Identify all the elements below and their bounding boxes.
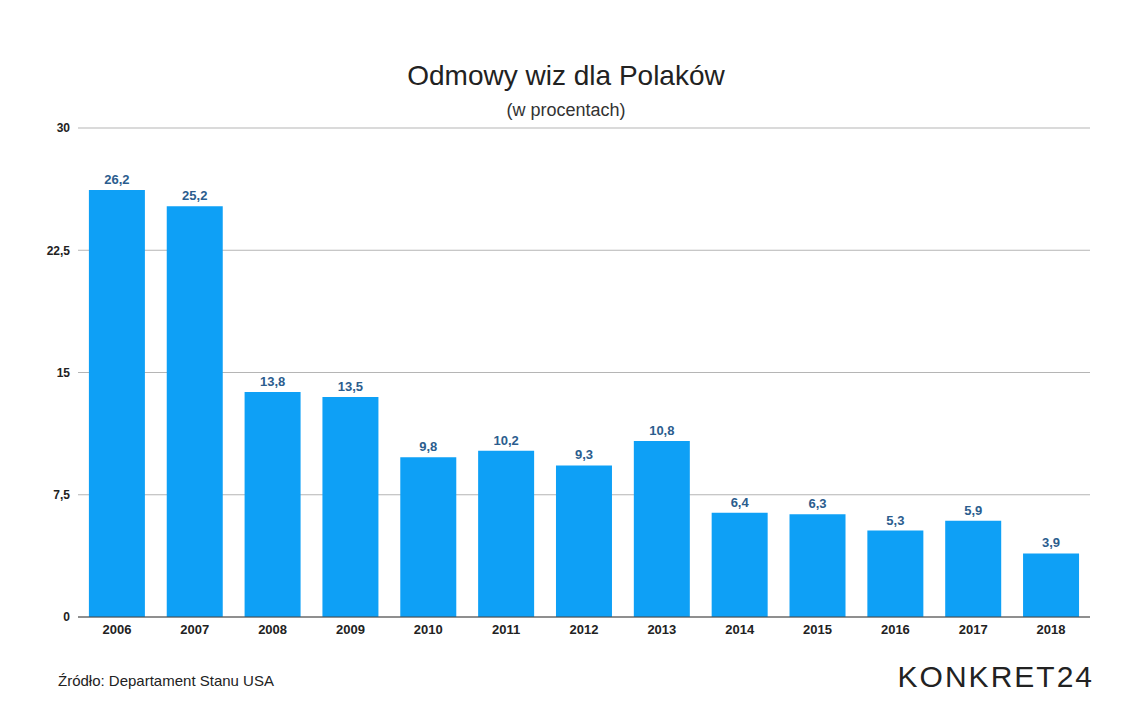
svg-text:15: 15 bbox=[57, 366, 71, 380]
svg-text:3,9: 3,9 bbox=[1042, 535, 1060, 550]
svg-text:30: 30 bbox=[57, 121, 71, 135]
svg-text:13,5: 13,5 bbox=[338, 379, 363, 394]
svg-text:10,8: 10,8 bbox=[649, 423, 674, 438]
svg-text:10,2: 10,2 bbox=[493, 433, 518, 448]
html-text:Odmowy wiz dla Polaków: Odmowy wiz dla Polaków bbox=[407, 60, 725, 91]
svg-text:2013: 2013 bbox=[647, 622, 676, 637]
svg-text:25,2: 25,2 bbox=[182, 188, 207, 203]
svg-text:9,8: 9,8 bbox=[419, 439, 437, 454]
svg-text:2016: 2016 bbox=[881, 622, 910, 637]
svg-text:22,5: 22,5 bbox=[47, 244, 71, 258]
svg-text:9,3: 9,3 bbox=[575, 447, 593, 462]
html-text:KONKRET24: KONKRET24 bbox=[897, 660, 1094, 693]
html-text:Źródło: Departament Stanu USA: Źródło: Departament Stanu USA bbox=[58, 672, 274, 689]
svg-text:13,8: 13,8 bbox=[260, 374, 285, 389]
svg-text:2017: 2017 bbox=[959, 622, 988, 637]
svg-text:0: 0 bbox=[63, 610, 70, 624]
svg-text:6,4: 6,4 bbox=[731, 495, 750, 510]
svg-text:2015: 2015 bbox=[803, 622, 832, 637]
svg-text:2010: 2010 bbox=[414, 622, 443, 637]
html-text:(w procentach): (w procentach) bbox=[506, 100, 626, 120]
svg-text:7,5: 7,5 bbox=[53, 488, 70, 502]
svg-text:5,3: 5,3 bbox=[886, 513, 904, 528]
svg-text:2009: 2009 bbox=[336, 622, 365, 637]
svg-text:6,3: 6,3 bbox=[808, 496, 826, 511]
svg-text:2018: 2018 bbox=[1037, 622, 1066, 637]
svg-text:2006: 2006 bbox=[102, 622, 131, 637]
svg-text:2008: 2008 bbox=[258, 622, 287, 637]
svg-text:26,2: 26,2 bbox=[104, 172, 129, 187]
svg-text:2007: 2007 bbox=[180, 622, 209, 637]
svg-text:2014: 2014 bbox=[725, 622, 755, 637]
svg-text:2012: 2012 bbox=[570, 622, 599, 637]
svg-text:5,9: 5,9 bbox=[964, 503, 982, 518]
svg-text:2011: 2011 bbox=[492, 622, 520, 637]
